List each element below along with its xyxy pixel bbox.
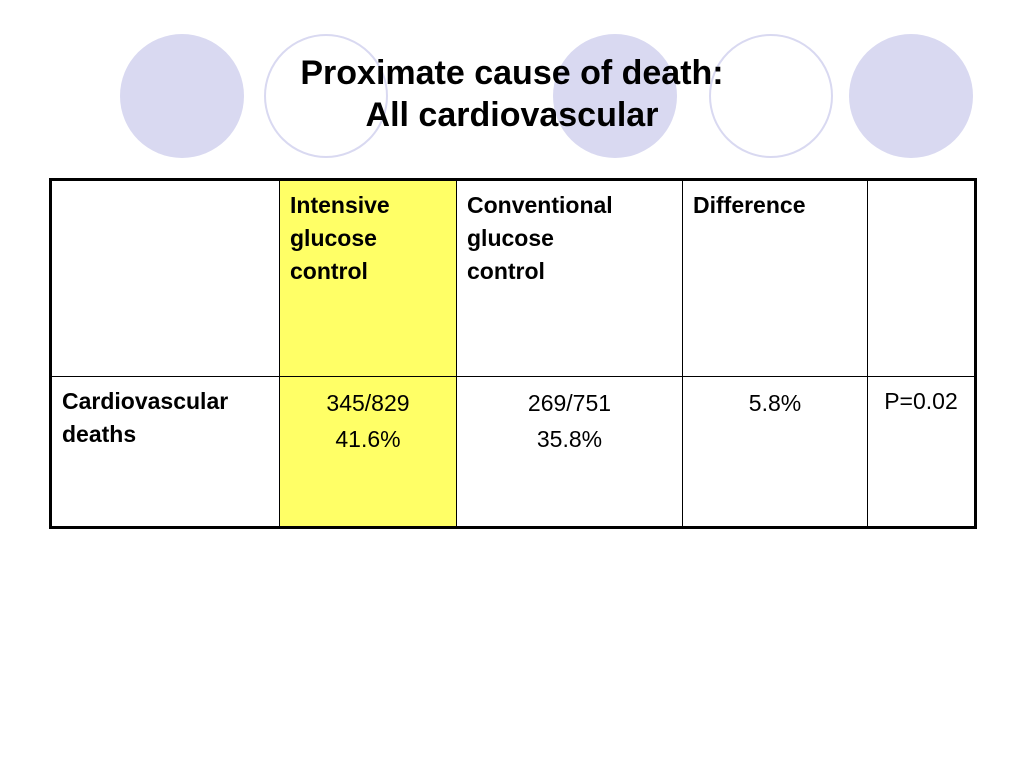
table-row: Cardiovascular deaths 345/829 41.6% 269/… <box>50 376 976 528</box>
table-header-row: Intensive glucose control Conventional g… <box>50 179 976 377</box>
decorative-circle <box>120 34 244 158</box>
decorative-circle <box>849 34 973 158</box>
decorative-ring <box>709 34 833 158</box>
cell-intensive-value: 345/829 41.6% <box>279 376 457 528</box>
cell-p-value: P=0.02 <box>867 376 976 528</box>
row-label-cardiovascular-deaths: Cardiovascular deaths <box>50 376 280 528</box>
slide-title-line-1: Proximate cause of death: <box>300 54 724 92</box>
cell-difference-value: 5.8% <box>682 376 868 528</box>
decorative-ring <box>264 34 388 158</box>
header-intensive-control: Intensive glucose control <box>279 179 457 377</box>
cell-conventional-value: 269/751 35.8% <box>456 376 683 528</box>
results-table: Intensive glucose control Conventional g… <box>49 178 977 529</box>
header-conventional-control: Conventional glucose control <box>456 179 683 377</box>
header-p-value-cell <box>867 179 976 377</box>
slide-title-line-2: All cardiovascular <box>365 96 659 134</box>
slide-title: Proximate cause of death: All cardiovasc… <box>0 52 1024 136</box>
header-difference: Difference <box>682 179 868 377</box>
header-empty-cell <box>50 179 280 377</box>
decorative-circle <box>553 34 677 158</box>
